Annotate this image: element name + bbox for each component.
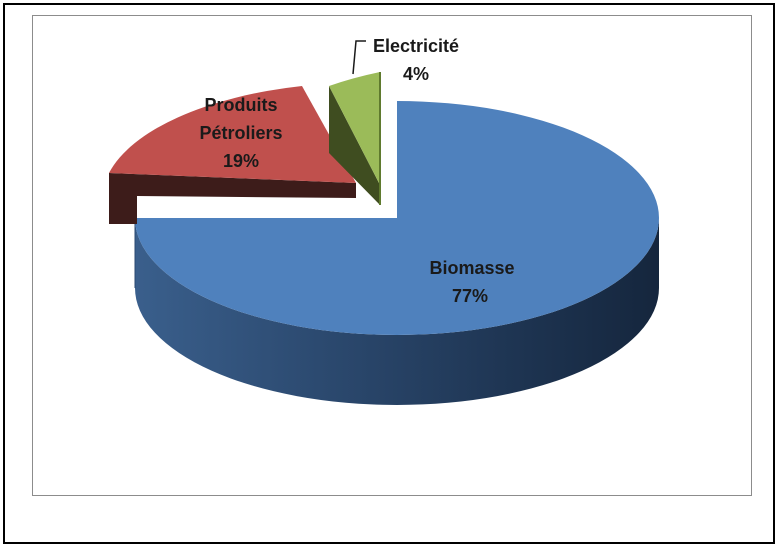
- leader-line-electricite: [352, 40, 366, 75]
- slice-side-produits-petroliers: [109, 173, 356, 224]
- slice-side-biomasse: [135, 218, 659, 405]
- slice-electricite[interactable]: [329, 72, 380, 185]
- label-produits-petroliers-percent: 19%: [223, 151, 259, 171]
- label-produits-petroliers-line1: Produits: [204, 95, 277, 115]
- label-electricite: Electricité: [373, 36, 459, 56]
- label-electricite-percent: 4%: [403, 64, 429, 84]
- label-biomasse: Biomasse: [429, 258, 514, 278]
- slice-biomasse[interactable]: [135, 101, 659, 335]
- slice-side-electricite: [329, 86, 380, 205]
- label-produits-petroliers-line2: Pétroliers: [199, 123, 282, 143]
- slice-produits-petroliers[interactable]: [109, 86, 356, 183]
- label-biomasse-percent: 77%: [452, 286, 488, 306]
